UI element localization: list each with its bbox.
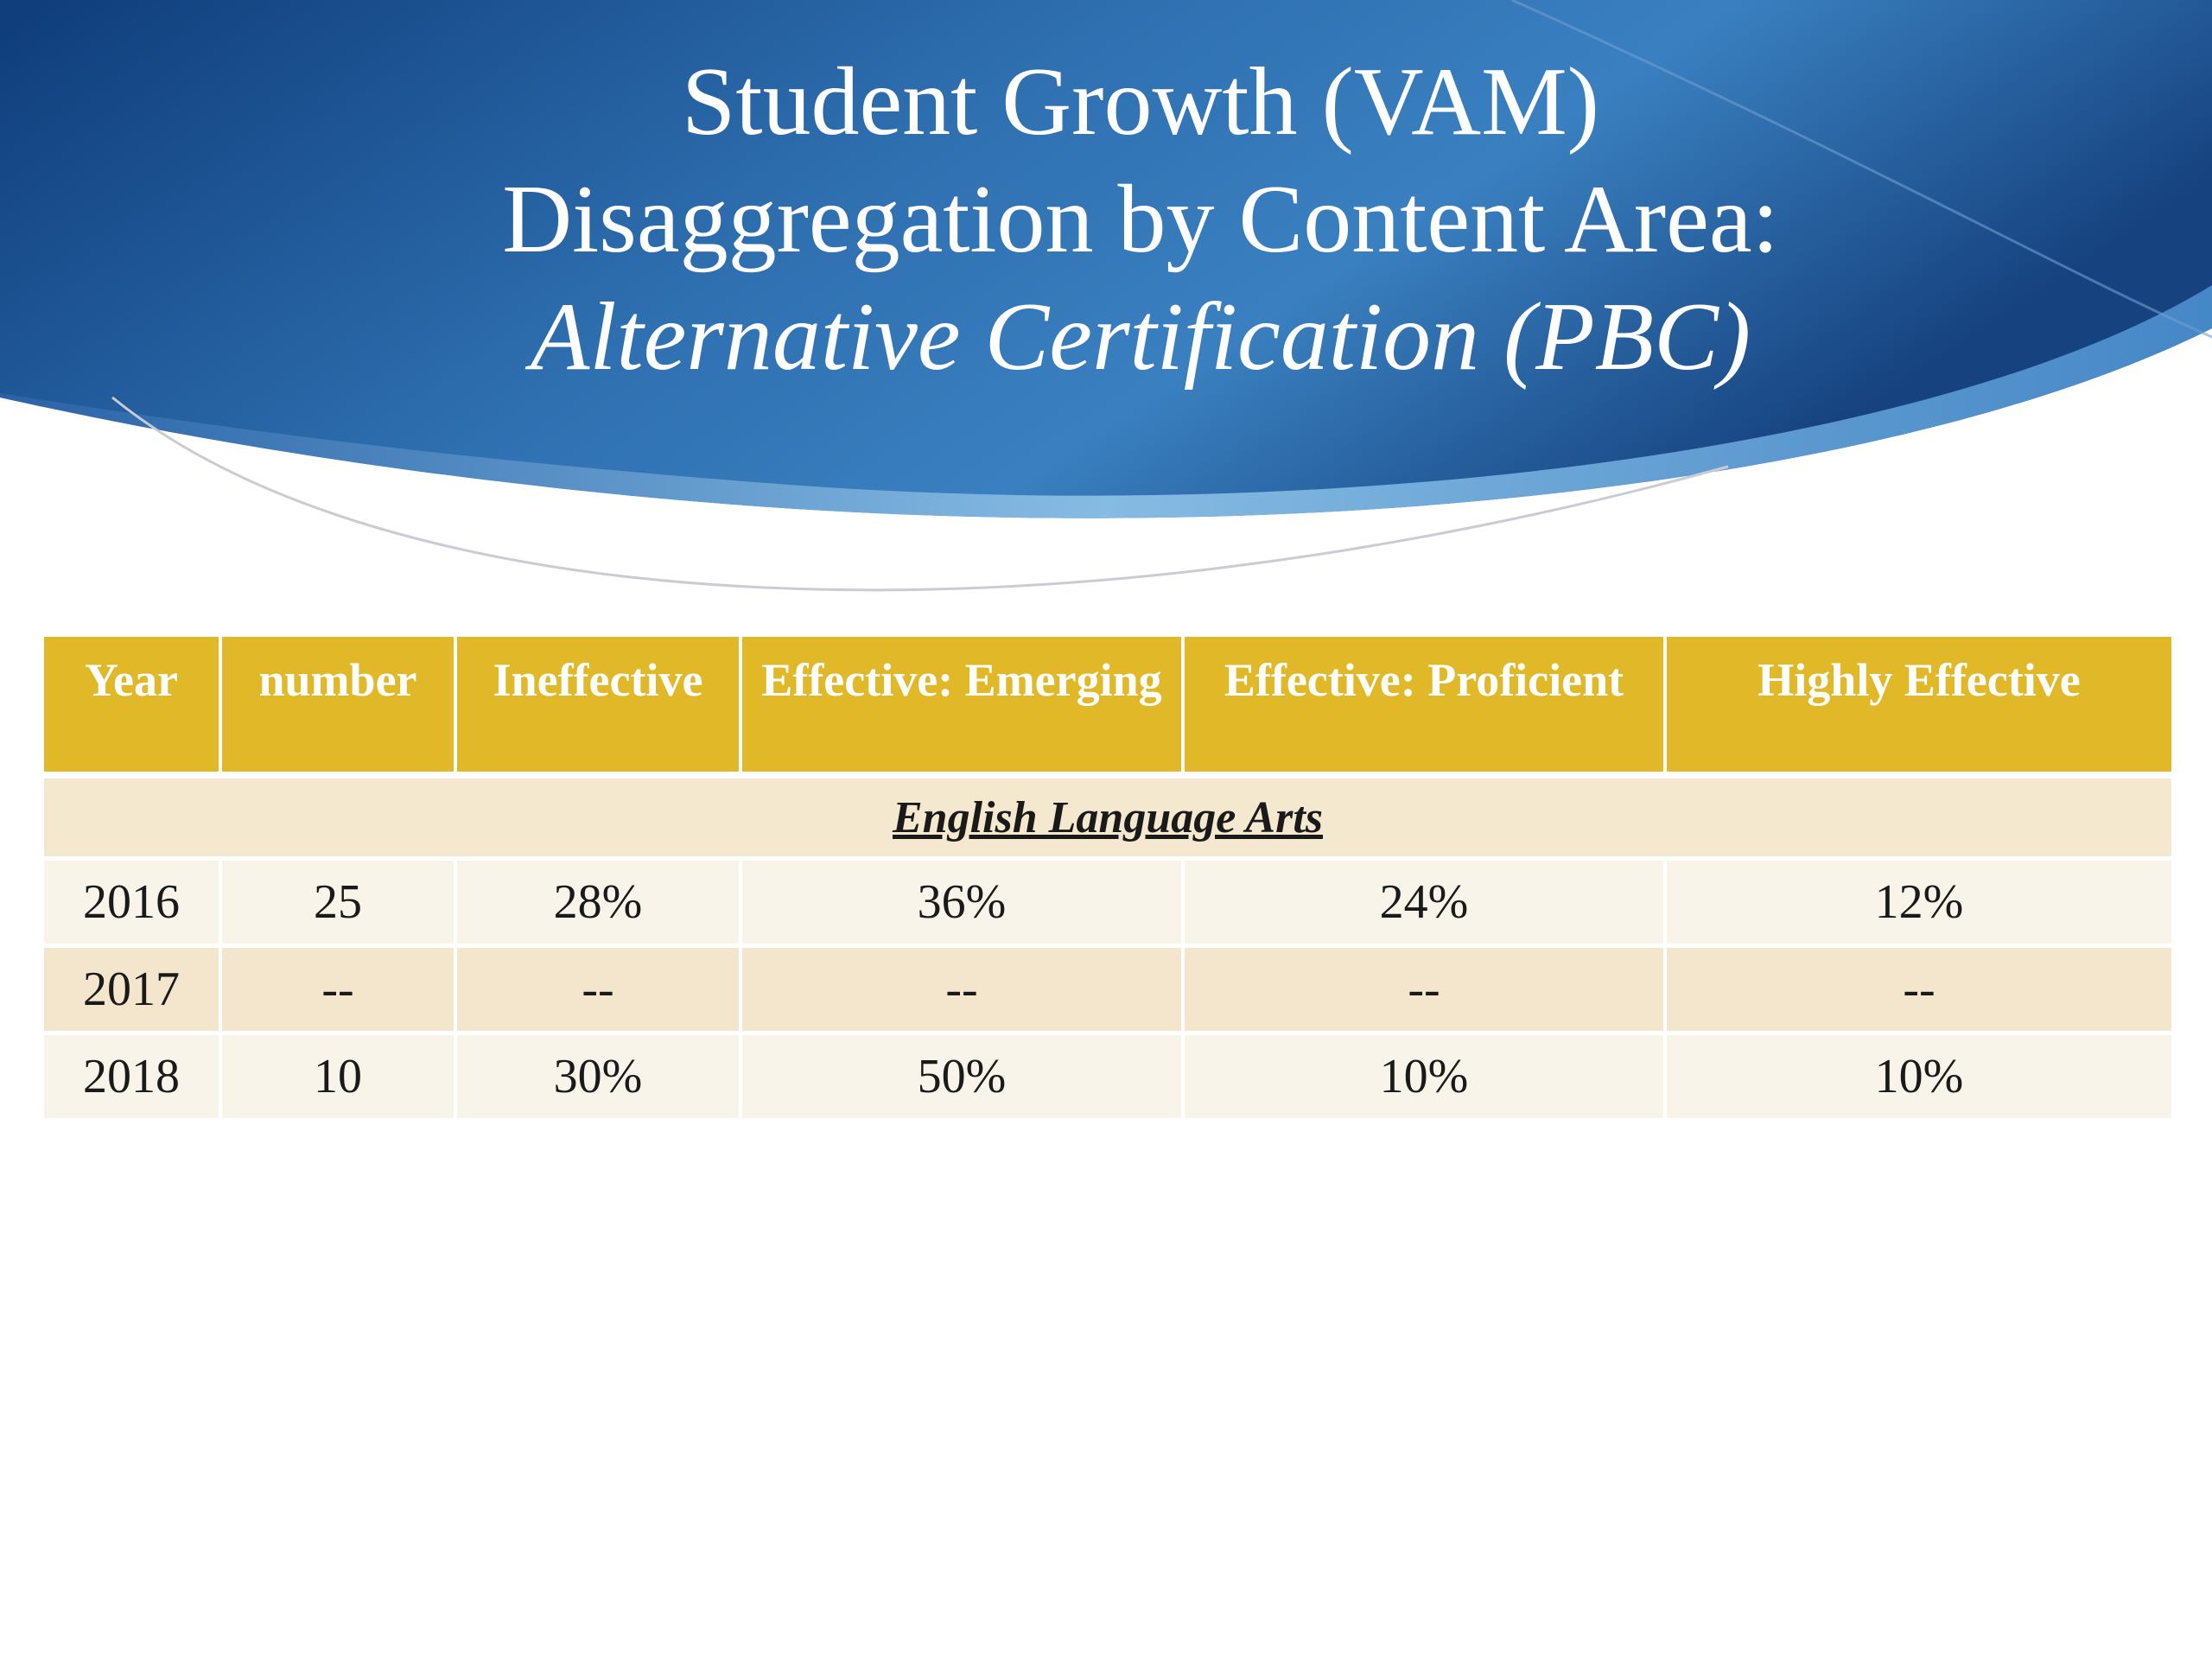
- title-line-2: Disaggregation by Content Area:: [502, 166, 1779, 273]
- cell-effective-proficient: 10%: [1185, 1035, 1663, 1122]
- cell-effective-proficient: 24%: [1185, 861, 1663, 948]
- cell-year: 2017: [44, 948, 219, 1035]
- title-line-3: Alternative Certification (PBC): [530, 283, 1751, 391]
- cell-ineffective: 28%: [457, 861, 739, 948]
- cell-number: --: [222, 948, 454, 1035]
- cell-year: 2018: [44, 1035, 219, 1122]
- cell-ineffective: 30%: [457, 1035, 739, 1122]
- cell-effective-emerging: --: [742, 948, 1181, 1035]
- cell-number: 25: [222, 861, 454, 948]
- cell-effective-proficient: --: [1185, 948, 1663, 1035]
- header-highly-effective: Highly Effective: [1667, 637, 2171, 779]
- header-year: Year: [44, 637, 219, 779]
- header-effective-proficient: Effective: Proficient: [1185, 637, 1663, 779]
- cell-effective-emerging: 36%: [742, 861, 1181, 948]
- table-row: 2017 -- -- -- -- --: [44, 948, 2171, 1035]
- cell-ineffective: --: [457, 948, 739, 1035]
- cell-highly-effective: 12%: [1667, 861, 2171, 948]
- header-ineffective: Ineffective: [457, 637, 739, 779]
- title-line-1: Student Growth (VAM): [682, 48, 1599, 156]
- table-row: 2016 25 28% 36% 24% 12%: [44, 861, 2171, 948]
- cell-highly-effective: --: [1667, 948, 2171, 1035]
- section-row: English Language Arts: [44, 779, 2171, 861]
- banner-thin-arc-2: [1511, 0, 2212, 339]
- cell-effective-emerging: 50%: [742, 1035, 1181, 1122]
- table-header-row: Year number Ineffective Effective: Emerg…: [44, 637, 2171, 779]
- vam-table: Year number Ineffective Effective: Emerg…: [41, 637, 2175, 1122]
- banner-shape: [0, 0, 2212, 518]
- section-label: English Language Arts: [44, 779, 2171, 861]
- cell-year: 2016: [44, 861, 219, 948]
- slide-title: Student Growth (VAM) Disaggregation by C…: [156, 43, 2126, 396]
- header-effective-emerging: Effective: Emerging: [742, 637, 1181, 779]
- cell-number: 10: [222, 1035, 454, 1122]
- header-number: number: [222, 637, 454, 779]
- banner-thin-arc: [111, 396, 1729, 592]
- banner-swoosh: [0, 285, 2212, 518]
- table-row: 2018 10 30% 50% 10% 10%: [44, 1035, 2171, 1122]
- cell-highly-effective: 10%: [1667, 1035, 2171, 1122]
